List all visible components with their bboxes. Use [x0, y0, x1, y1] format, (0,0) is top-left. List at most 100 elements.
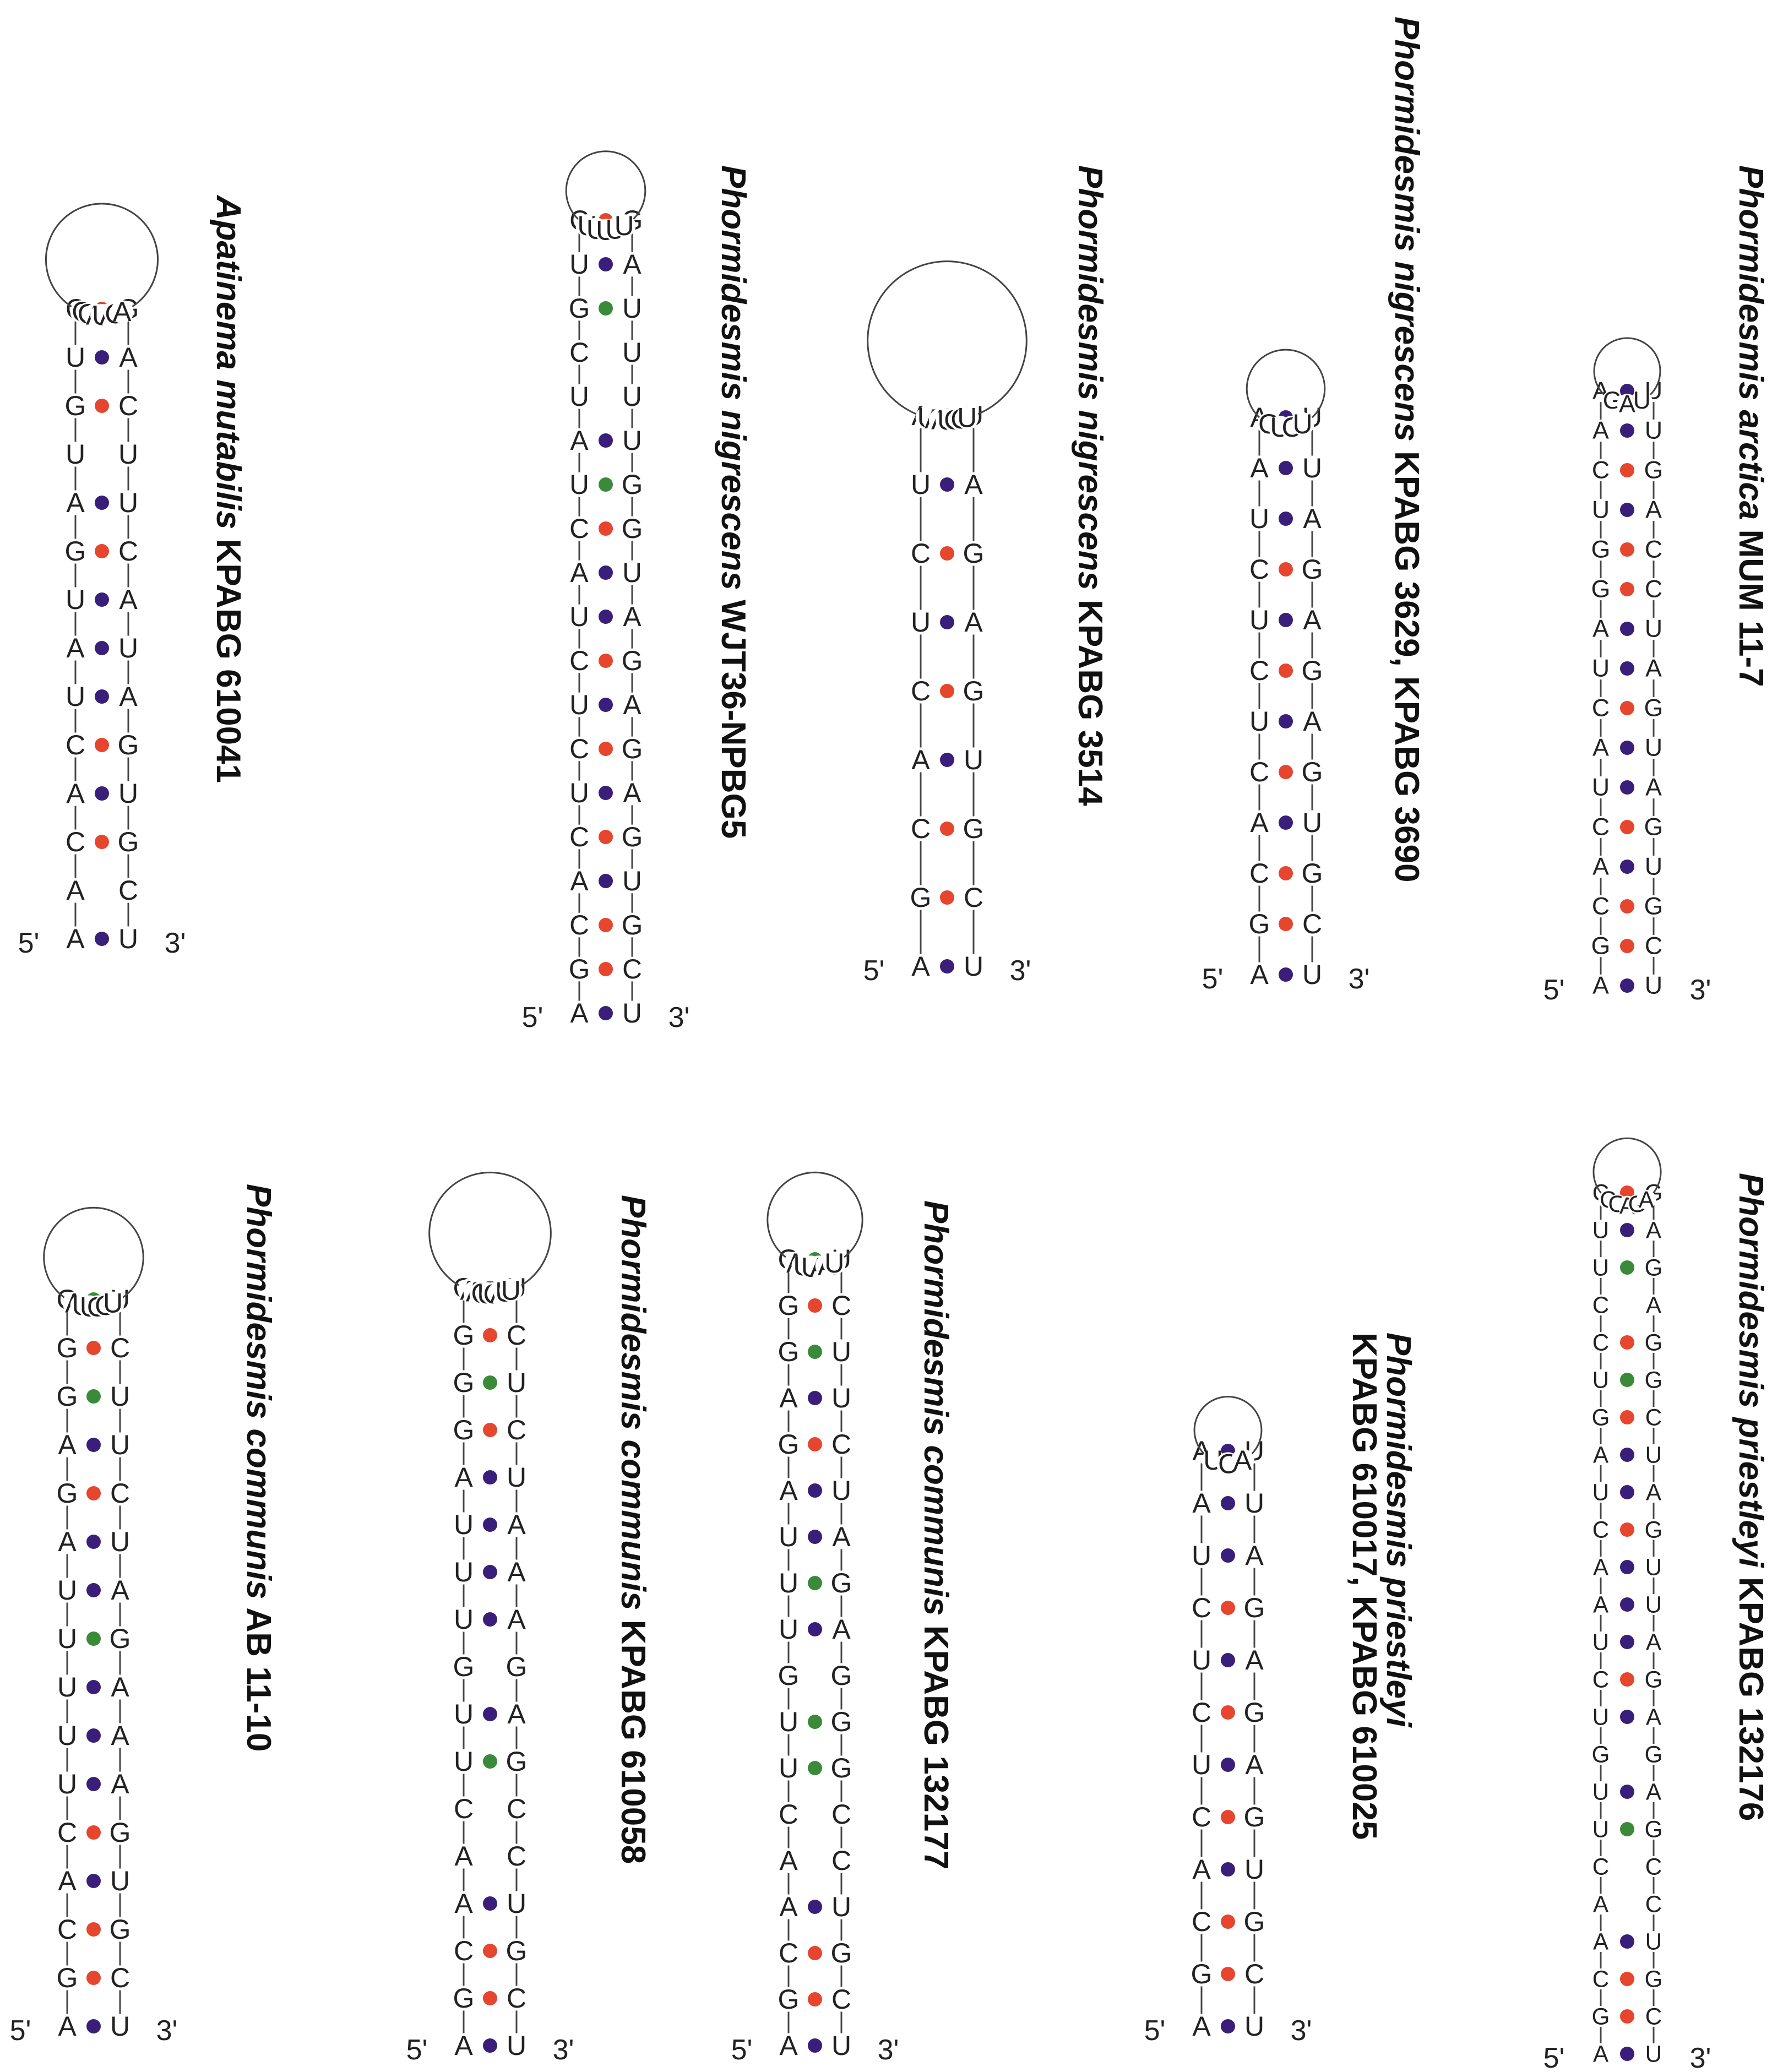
letter-bg [569, 252, 590, 277]
letter-bg [57, 1868, 78, 1894]
nucleotide: A [1646, 1217, 1662, 1243]
letter-bg [910, 954, 931, 979]
letter-bg [57, 1432, 78, 1458]
letter-bg [622, 692, 643, 717]
base-pair-dot [1620, 622, 1634, 636]
base-pair-dot [599, 301, 613, 316]
letter-bg [622, 340, 643, 365]
letter-bg [453, 1559, 474, 1585]
letter-bg [1591, 578, 1610, 601]
letter-bg [1591, 1781, 1610, 1802]
letter-bg [1644, 815, 1663, 839]
base-pair-dot [1279, 765, 1293, 779]
letter-bg [1191, 1647, 1212, 1673]
letter-bg [57, 1384, 78, 1409]
letter-bg [1591, 1594, 1610, 1615]
nucleotide: G [1645, 1517, 1663, 1543]
letter-bg [1591, 1295, 1610, 1315]
caption-strain: MUM 11-7 [1732, 529, 1770, 687]
nucleotide: G [1645, 1367, 1663, 1393]
letter-bg [1244, 1595, 1265, 1620]
nucleotide: G [1645, 1330, 1663, 1356]
letter-bg [506, 1607, 527, 1632]
letter-bg [1191, 1543, 1212, 1568]
loop-backbone [45, 203, 159, 317]
nucleotide: A [1593, 2041, 1609, 2067]
base-pair-dot [95, 399, 109, 413]
letter-bg [65, 635, 86, 661]
nucleotide: A [779, 1475, 798, 1506]
letter-bg [963, 747, 984, 773]
hairpin-s10: A UG CC GA UA CC CU GU AG GU AC GU AA UA UC GU AA UG CU GC G… [1543, 1137, 1711, 2072]
base-pair-dot [1620, 1485, 1634, 1499]
base-pair-dot [599, 1006, 613, 1020]
letter-bg [506, 1654, 527, 1679]
nucleotide: C [911, 538, 931, 569]
nucleotide: U [118, 923, 138, 954]
caption-nigrescens-3514: Phormidesmis nigrescens KPABG 3514 [1071, 165, 1109, 806]
nucleotide: U [779, 1753, 798, 1783]
letter-bg [1591, 459, 1610, 482]
letter-bg [1644, 1744, 1663, 1765]
letter-bg [110, 1771, 131, 1797]
nucleotide: G [1302, 554, 1323, 585]
letter-bg [1644, 2006, 1663, 2027]
letter-bg [1644, 697, 1663, 720]
base-pair-dot [1221, 1653, 1235, 1667]
nucleotide: A [964, 607, 983, 638]
letter-bg [778, 1293, 799, 1318]
nucleotide: A [454, 1841, 473, 1872]
base-pair-dot [808, 1622, 822, 1636]
letter-bg [831, 1663, 852, 1688]
nucleotide: U [1592, 1779, 1609, 1805]
letter-bg [506, 1796, 527, 1821]
loop-backbone [867, 260, 1028, 421]
nucleotide: U [1244, 2011, 1264, 2042]
base-pair-dot [86, 2019, 101, 2033]
letter-bg [1591, 776, 1610, 799]
base-pair-dot [808, 1576, 822, 1590]
base-pair-dot [1221, 1705, 1235, 1720]
nucleotide: G [57, 1478, 78, 1509]
base-pair-dot [483, 1565, 497, 1579]
letter-bg [831, 1293, 852, 1318]
letter-bg [1249, 962, 1270, 987]
letter-bg [65, 829, 86, 855]
nucleotide: G [453, 1983, 475, 2014]
letter-bg [963, 472, 984, 497]
letter-bg [453, 1465, 474, 1490]
base-pair-dot [599, 918, 613, 932]
base-pair-dot [1620, 701, 1634, 715]
nucleotide: U [1645, 616, 1662, 643]
base-pair-dot [599, 698, 613, 712]
hairpin-s8: AUGCCGAUACCCUGUGGGUAUGUAAUGCAUGUGCGUAUUA… [731, 1171, 899, 2066]
nucleotide: U [1244, 1488, 1264, 1519]
letter-bg [453, 1749, 474, 1774]
nucleotide: U [1645, 2041, 1662, 2067]
letter-bg [1591, 1407, 1610, 1428]
nucleotide: G [453, 1415, 475, 1445]
letter-bg [118, 926, 139, 951]
base-pair-dot [1620, 582, 1634, 596]
letter-bg [1644, 1407, 1663, 1428]
base-pair-dot [86, 1486, 101, 1500]
letter-bg [57, 1578, 78, 1603]
nucleotide: G [57, 1333, 78, 1363]
letter-bg [622, 736, 643, 762]
letter-bg [778, 1570, 799, 1596]
letter-bg [1191, 1961, 1212, 1987]
letter-bg [506, 1323, 527, 1348]
hairpin-s2: AUGCCGAUCGUACGUACGUAAUCGUGAUUUCUGUUACGUU… [522, 150, 689, 1034]
nucleotide: G [1244, 1906, 1265, 1937]
caption-strain: WJT36-NPBG5 [714, 600, 752, 839]
nucleotide: A [1303, 605, 1322, 635]
letter-bg [65, 587, 86, 612]
letter-bg [1591, 498, 1610, 521]
nucleotide: C [66, 730, 85, 760]
nucleotide: C [118, 875, 138, 906]
letter-bg [110, 1868, 131, 1894]
five-prime-label: 5' [1543, 2042, 1565, 2072]
base-pair-dot [1620, 503, 1634, 517]
caption-priestleyi-132176: Phormidesmis priestleyi KPABG 132176 [1732, 1173, 1770, 1821]
